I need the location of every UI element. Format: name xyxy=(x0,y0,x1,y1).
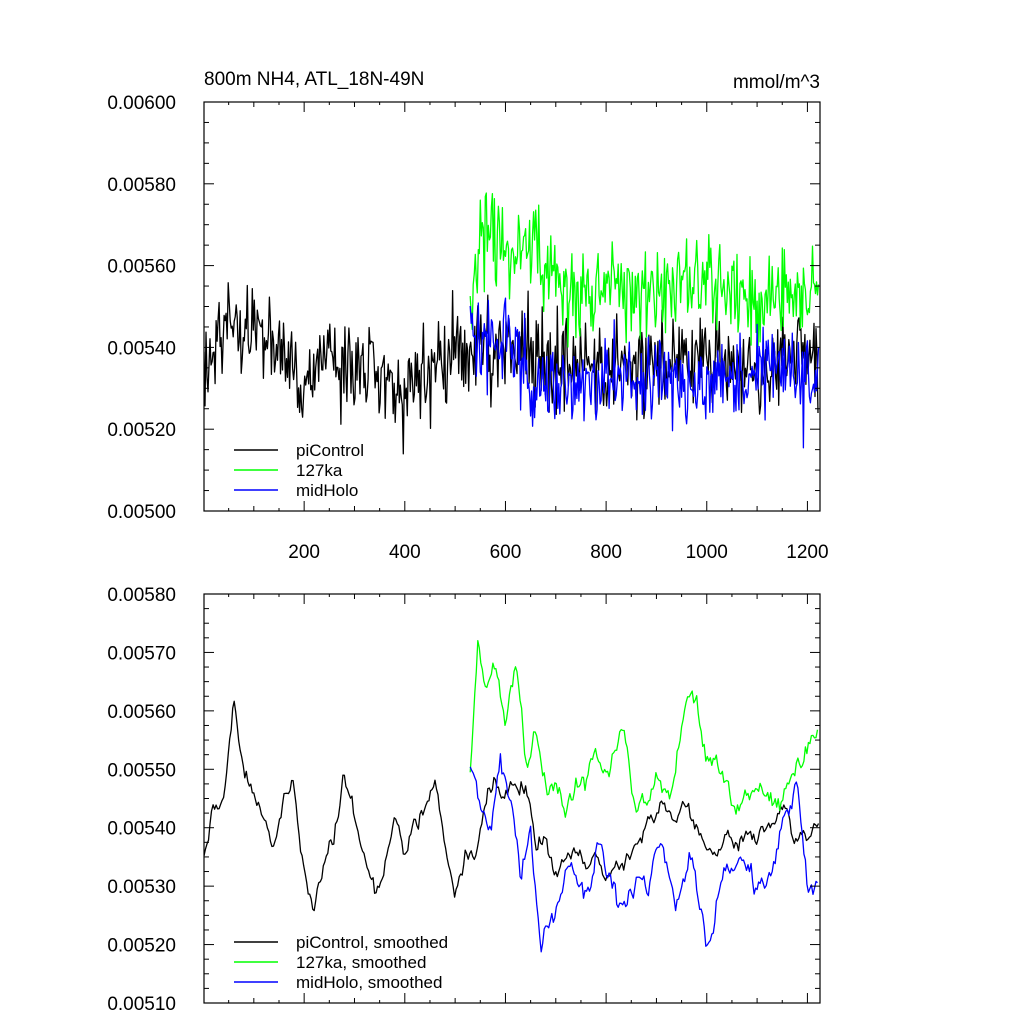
bottom-legend-label: midHolo, smoothed xyxy=(296,973,442,992)
top-legend-label: 127ka xyxy=(296,461,343,480)
top-y-tick-label: 0.00540 xyxy=(107,338,176,359)
bottom-series-line-piControl xyxy=(204,700,820,912)
bottom-series-group xyxy=(204,639,820,953)
top-legend-label: piControl xyxy=(296,441,364,460)
bottom-y-tick-label: 0.00570 xyxy=(107,643,176,664)
bottom-y-tick-label: 0.00520 xyxy=(107,936,176,957)
bottom-y-tick-label: 0.00530 xyxy=(107,877,176,898)
bottom-legend-label: piControl, smoothed xyxy=(296,933,448,952)
top-legend-label: midHolo xyxy=(296,481,358,500)
top-x-tick-label: 800 xyxy=(590,542,622,563)
top-series-group xyxy=(204,192,820,455)
top-y-tick-label: 0.00500 xyxy=(107,502,176,523)
top-y-tick-label: 0.00560 xyxy=(107,257,176,278)
bottom-series-line-127ka xyxy=(469,639,819,818)
top-y-tick-label: 0.00600 xyxy=(107,93,176,114)
top-axis-ticks xyxy=(204,101,820,512)
bottom-y-tick-label: 0.00580 xyxy=(107,585,176,606)
bottom-y-tick-label: 0.00560 xyxy=(107,702,176,723)
top-x-tick-label: 1000 xyxy=(686,542,728,563)
top-series-line-midHolo xyxy=(469,297,820,449)
bottom-series-line-midHolo xyxy=(469,753,818,953)
top-series-line-piControl xyxy=(204,282,819,455)
top-x-tick-label: 600 xyxy=(490,542,522,563)
bottom-legend-label: 127ka, smoothed xyxy=(296,953,426,972)
chart-title: 800m NH4, ATL_18N-49N xyxy=(204,69,424,90)
bottom-panel: 0.00510 0.00520 0.00530 0.00540 0.00550 0.005… xyxy=(107,585,821,1015)
top-x-tick-label: 1200 xyxy=(786,542,828,563)
units-label: mmol/m^3 xyxy=(733,72,820,93)
bottom-y-tick-label: 0.00540 xyxy=(107,819,176,840)
top-x-tick-label: 200 xyxy=(288,542,320,563)
top-panel: 0.00500 0.00520 0.00540 0.00560 0.00580 0.006… xyxy=(107,93,828,563)
top-x-tick-label: 400 xyxy=(389,542,421,563)
bottom-y-tick-label: 0.00510 xyxy=(107,994,176,1015)
top-y-tick-label: 0.00580 xyxy=(107,175,176,196)
bottom-y-tick-label: 0.00550 xyxy=(107,760,176,781)
top-y-tick-label: 0.00520 xyxy=(107,420,176,441)
top-series-line-127ka xyxy=(469,192,820,348)
bottom-axis-ticks xyxy=(204,593,820,1004)
